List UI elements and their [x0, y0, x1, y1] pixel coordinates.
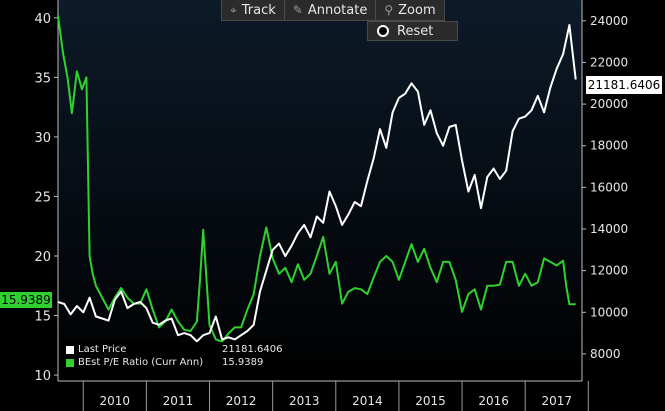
- x-axis-ticks: 2010 2011 2012 2013 2014 2015 2016 2017: [82, 381, 589, 411]
- legend-item-last-price: Last Price 21181.6406: [66, 343, 282, 356]
- left-tick-label: 30: [34, 131, 51, 146]
- annotate-label: Annotate: [307, 2, 368, 18]
- x-tick-label: 2013: [289, 394, 320, 408]
- right-axis-ticks: 8000 10000 12000 14000 16000 18000 20000 22000 2…: [582, 14, 628, 361]
- zoom-label: Zoom: [398, 2, 436, 18]
- pencil-icon: ✎: [292, 3, 303, 17]
- zoom-button[interactable]: ⚲ Zoom: [376, 0, 443, 20]
- right-tick-label: 18000: [590, 139, 628, 153]
- right-tick-label: 20000: [590, 97, 628, 111]
- legend-swatch-green: [66, 358, 74, 367]
- reset-radio-icon: [377, 25, 389, 37]
- x-tick-label: 2012: [226, 394, 257, 408]
- legend-item-pe-ratio: BEst P/E Ratio (Curr Ann) 15.9389: [66, 356, 263, 369]
- chart-legend: Last Price 21181.6406 BEst P/E Ratio (Cu…: [62, 342, 282, 370]
- legend-swatch-white: [66, 345, 74, 354]
- left-tick-label: 15: [34, 310, 51, 325]
- x-tick-label: 2011: [163, 394, 194, 408]
- price-last-value-tag: 21181.6406: [586, 76, 662, 94]
- right-tick-label: 8000: [590, 347, 621, 361]
- plot-area: [58, 0, 582, 381]
- right-tick-label: 24000: [590, 14, 628, 28]
- x-tick-label: 2016: [478, 394, 509, 408]
- right-tick-label: 12000: [590, 264, 628, 278]
- right-tick-label: 22000: [590, 55, 628, 69]
- x-tick-label: 2015: [415, 394, 446, 408]
- x-tick-label: 2017: [541, 394, 572, 408]
- left-axis-ticks: 10 15 20 25 30 35 40: [34, 12, 58, 384]
- legend-value: 21181.6406: [222, 344, 283, 355]
- x-tick-label: 2014: [352, 394, 383, 408]
- annotate-button[interactable]: ✎ Annotate: [285, 0, 377, 20]
- legend-name: Last Price: [78, 344, 127, 355]
- x-tick-label: 2010: [100, 394, 131, 408]
- left-tick-label: 40: [34, 12, 51, 27]
- magnifier-icon: ⚲: [384, 3, 394, 17]
- legend-name: BEst P/E Ratio (Curr Ann): [78, 357, 204, 368]
- left-tick-label: 25: [34, 190, 51, 205]
- reset-label: Reset: [397, 23, 434, 39]
- reset-button[interactable]: Reset: [367, 21, 458, 41]
- crosshair-icon: ⌖: [230, 2, 237, 17]
- track-label: Track: [241, 2, 276, 18]
- series-line-pe-ratio: [57, 15, 576, 343]
- legend-value: 15.9389: [222, 357, 264, 368]
- right-tick-label: 14000: [590, 222, 628, 236]
- series-line-last-price: [57, 24, 577, 343]
- right-tick-label: 16000: [590, 180, 628, 194]
- chart-toolbar: ⌖ Track ✎ Annotate ⚲ Zoom: [221, 0, 445, 21]
- left-tick-label: 20: [34, 250, 51, 265]
- right-tick-label: 10000: [590, 305, 628, 319]
- pe-last-value-tag: 15.9389: [0, 292, 52, 308]
- left-tick-label: 35: [34, 71, 51, 86]
- left-tick-label: 10: [34, 369, 51, 384]
- track-button[interactable]: ⌖ Track: [222, 0, 285, 20]
